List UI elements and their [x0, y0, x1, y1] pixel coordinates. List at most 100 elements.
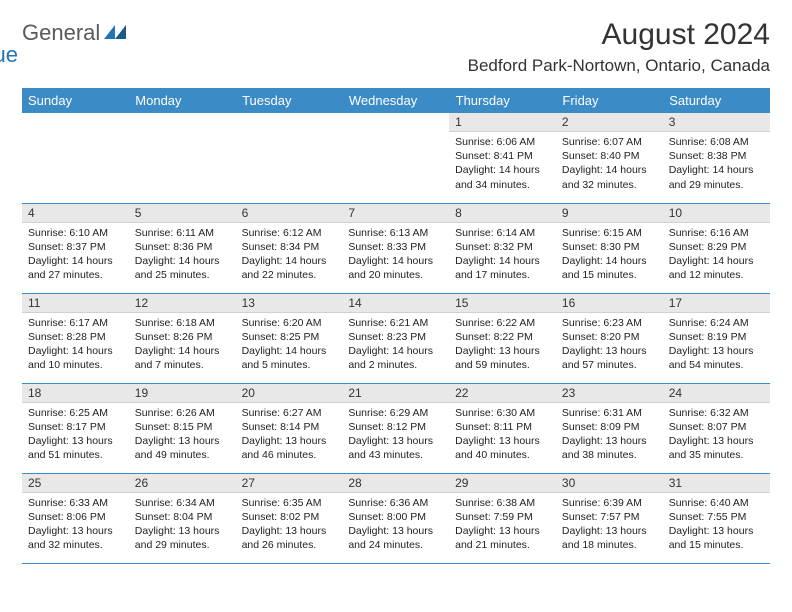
calendar-cell: 2Sunrise: 6:07 AMSunset: 8:40 PMDaylight… [556, 113, 663, 203]
daylight-text: Daylight: 13 hours and 26 minutes. [242, 524, 337, 552]
day-number: 30 [556, 474, 663, 493]
sunset-text: Sunset: 8:37 PM [28, 240, 123, 254]
day-number: 13 [236, 294, 343, 313]
day-body: Sunrise: 6:14 AMSunset: 8:32 PMDaylight:… [449, 223, 556, 289]
sunset-text: Sunset: 8:17 PM [28, 420, 123, 434]
day-body: Sunrise: 6:17 AMSunset: 8:28 PMDaylight:… [22, 313, 129, 379]
day-header: Monday [129, 88, 236, 113]
daylight-text: Daylight: 14 hours and 27 minutes. [28, 254, 123, 282]
day-body: Sunrise: 6:11 AMSunset: 8:36 PMDaylight:… [129, 223, 236, 289]
sunrise-text: Sunrise: 6:36 AM [348, 496, 443, 510]
daylight-text: Daylight: 13 hours and 24 minutes. [348, 524, 443, 552]
day-body: Sunrise: 6:33 AMSunset: 8:06 PMDaylight:… [22, 493, 129, 559]
calendar-cell [342, 113, 449, 203]
daylight-text: Daylight: 14 hours and 22 minutes. [242, 254, 337, 282]
calendar-cell: 30Sunrise: 6:39 AMSunset: 7:57 PMDayligh… [556, 473, 663, 563]
day-body: Sunrise: 6:20 AMSunset: 8:25 PMDaylight:… [236, 313, 343, 379]
sunset-text: Sunset: 8:34 PM [242, 240, 337, 254]
location: Bedford Park-Nortown, Ontario, Canada [468, 56, 770, 76]
daylight-text: Daylight: 14 hours and 2 minutes. [348, 344, 443, 372]
day-number: 1 [449, 113, 556, 132]
day-body: Sunrise: 6:22 AMSunset: 8:22 PMDaylight:… [449, 313, 556, 379]
daylight-text: Daylight: 14 hours and 25 minutes. [135, 254, 230, 282]
day-body: Sunrise: 6:10 AMSunset: 8:37 PMDaylight:… [22, 223, 129, 289]
calendar-cell: 25Sunrise: 6:33 AMSunset: 8:06 PMDayligh… [22, 473, 129, 563]
day-number: 16 [556, 294, 663, 313]
sunset-text: Sunset: 8:06 PM [28, 510, 123, 524]
calendar-cell: 14Sunrise: 6:21 AMSunset: 8:23 PMDayligh… [342, 293, 449, 383]
sunrise-text: Sunrise: 6:12 AM [242, 226, 337, 240]
calendar-body: 1Sunrise: 6:06 AMSunset: 8:41 PMDaylight… [22, 113, 770, 563]
daylight-text: Daylight: 13 hours and 38 minutes. [562, 434, 657, 462]
day-header: Tuesday [236, 88, 343, 113]
sunset-text: Sunset: 8:07 PM [669, 420, 764, 434]
month-title: August 2024 [468, 18, 770, 52]
calendar-cell: 21Sunrise: 6:29 AMSunset: 8:12 PMDayligh… [342, 383, 449, 473]
calendar-cell: 12Sunrise: 6:18 AMSunset: 8:26 PMDayligh… [129, 293, 236, 383]
sunset-text: Sunset: 8:20 PM [562, 330, 657, 344]
day-header: Thursday [449, 88, 556, 113]
sunrise-text: Sunrise: 6:11 AM [135, 226, 230, 240]
sunset-text: Sunset: 8:22 PM [455, 330, 550, 344]
sunset-text: Sunset: 8:14 PM [242, 420, 337, 434]
sunrise-text: Sunrise: 6:06 AM [455, 135, 550, 149]
day-number: 3 [663, 113, 770, 132]
sunset-text: Sunset: 8:11 PM [455, 420, 550, 434]
day-number: 27 [236, 474, 343, 493]
daylight-text: Daylight: 14 hours and 32 minutes. [562, 163, 657, 191]
sunset-text: Sunset: 8:30 PM [562, 240, 657, 254]
sunset-text: Sunset: 8:23 PM [348, 330, 443, 344]
sunrise-text: Sunrise: 6:10 AM [28, 226, 123, 240]
sunset-text: Sunset: 8:41 PM [455, 149, 550, 163]
day-header: Saturday [663, 88, 770, 113]
day-number: 25 [22, 474, 129, 493]
sunset-text: Sunset: 7:55 PM [669, 510, 764, 524]
daylight-text: Daylight: 13 hours and 54 minutes. [669, 344, 764, 372]
logo: General Blue [22, 18, 126, 66]
day-body: Sunrise: 6:23 AMSunset: 8:20 PMDaylight:… [556, 313, 663, 379]
logo-wrap: General Blue [22, 22, 100, 66]
daylight-text: Daylight: 14 hours and 34 minutes. [455, 163, 550, 191]
sunrise-text: Sunrise: 6:32 AM [669, 406, 764, 420]
calendar-cell: 5Sunrise: 6:11 AMSunset: 8:36 PMDaylight… [129, 203, 236, 293]
day-body: Sunrise: 6:07 AMSunset: 8:40 PMDaylight:… [556, 132, 663, 198]
calendar-cell: 3Sunrise: 6:08 AMSunset: 8:38 PMDaylight… [663, 113, 770, 203]
day-body: Sunrise: 6:30 AMSunset: 8:11 PMDaylight:… [449, 403, 556, 469]
day-body: Sunrise: 6:18 AMSunset: 8:26 PMDaylight:… [129, 313, 236, 379]
sunrise-text: Sunrise: 6:34 AM [135, 496, 230, 510]
sunset-text: Sunset: 8:28 PM [28, 330, 123, 344]
day-header: Friday [556, 88, 663, 113]
daylight-text: Daylight: 14 hours and 10 minutes. [28, 344, 123, 372]
calendar-cell: 4Sunrise: 6:10 AMSunset: 8:37 PMDaylight… [22, 203, 129, 293]
daylight-text: Daylight: 14 hours and 15 minutes. [562, 254, 657, 282]
calendar-cell: 19Sunrise: 6:26 AMSunset: 8:15 PMDayligh… [129, 383, 236, 473]
sunrise-text: Sunrise: 6:20 AM [242, 316, 337, 330]
sunrise-text: Sunrise: 6:26 AM [135, 406, 230, 420]
day-body: Sunrise: 6:24 AMSunset: 8:19 PMDaylight:… [663, 313, 770, 379]
calendar-cell: 15Sunrise: 6:22 AMSunset: 8:22 PMDayligh… [449, 293, 556, 383]
day-body: Sunrise: 6:35 AMSunset: 8:02 PMDaylight:… [236, 493, 343, 559]
calendar-cell [129, 113, 236, 203]
day-body: Sunrise: 6:32 AMSunset: 8:07 PMDaylight:… [663, 403, 770, 469]
daylight-text: Daylight: 13 hours and 40 minutes. [455, 434, 550, 462]
daylight-text: Daylight: 13 hours and 21 minutes. [455, 524, 550, 552]
calendar-cell: 7Sunrise: 6:13 AMSunset: 8:33 PMDaylight… [342, 203, 449, 293]
day-header: Wednesday [342, 88, 449, 113]
sunset-text: Sunset: 8:33 PM [348, 240, 443, 254]
sunset-text: Sunset: 8:26 PM [135, 330, 230, 344]
calendar-week: 4Sunrise: 6:10 AMSunset: 8:37 PMDaylight… [22, 203, 770, 293]
calendar-cell: 6 Sunrise: 6:12 AMSunset: 8:34 PMDaylight… [236, 203, 343, 293]
calendar-cell: 9Sunrise: 6:15 AMSunset: 8:30 PMDaylight… [556, 203, 663, 293]
daylight-text: Daylight: 14 hours and 5 minutes. [242, 344, 337, 372]
day-number: 5 [129, 204, 236, 223]
daylight-text: Daylight: 14 hours and 20 minutes. [348, 254, 443, 282]
sunrise-text: Sunrise: 6:35 AM [242, 496, 337, 510]
day-body: Sunrise: 6:39 AMSunset: 7:57 PMDaylight:… [556, 493, 663, 559]
day-body: Sunrise: 6:06 AMSunset: 8:41 PMDaylight:… [449, 132, 556, 198]
calendar-week: 25Sunrise: 6:33 AMSunset: 8:06 PMDayligh… [22, 473, 770, 563]
calendar-week: 1Sunrise: 6:06 AMSunset: 8:41 PMDaylight… [22, 113, 770, 203]
day-header: Sunday [22, 88, 129, 113]
sunrise-text: Sunrise: 6:40 AM [669, 496, 764, 510]
day-number: 11 [22, 294, 129, 313]
day-number: 6 [236, 204, 343, 223]
